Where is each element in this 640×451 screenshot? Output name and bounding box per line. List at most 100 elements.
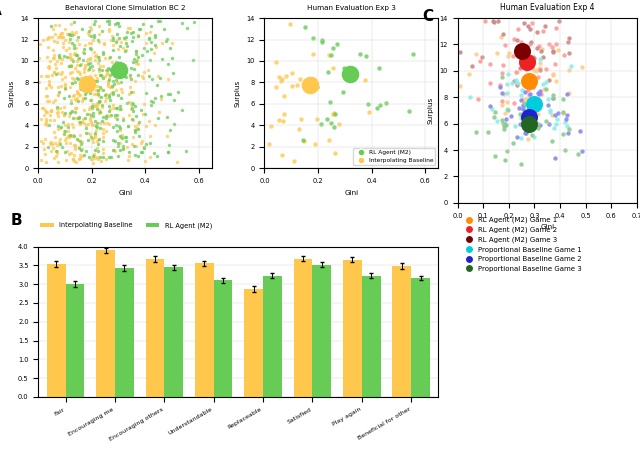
- Point: [276, 77, 286, 84]
- Point: [42, 92, 52, 99]
- Point: [145, 132, 156, 139]
- Point: [120, 36, 131, 43]
- Point: [169, 97, 179, 104]
- Point: [152, 17, 163, 24]
- Point: [92, 119, 102, 126]
- Point: [42, 122, 52, 129]
- Point: [125, 71, 136, 78]
- Point: [69, 51, 79, 58]
- Point: [78, 96, 88, 103]
- Bar: [392, 266, 412, 397]
- Point: [137, 72, 147, 79]
- Point: [92, 103, 102, 110]
- Point: [60, 82, 70, 89]
- Point: [85, 55, 95, 62]
- Point: [90, 77, 100, 84]
- Point: [130, 126, 140, 133]
- Point: [182, 24, 192, 32]
- Point: [75, 120, 85, 128]
- Point: [529, 133, 540, 141]
- Point: [86, 32, 97, 39]
- Point: [489, 114, 499, 121]
- Point: [79, 50, 89, 57]
- Point: [516, 104, 527, 111]
- Point: [155, 74, 165, 82]
- Point: [92, 82, 102, 89]
- Point: [108, 89, 118, 96]
- Point: [140, 157, 150, 165]
- Point: [537, 45, 547, 52]
- Point: [84, 130, 95, 138]
- Point: [60, 46, 70, 54]
- Point: [131, 48, 141, 55]
- Point: [529, 118, 540, 125]
- Bar: [145, 259, 164, 397]
- Point: [516, 55, 526, 62]
- Point: [90, 71, 100, 78]
- Point: [504, 49, 514, 56]
- Point: [72, 94, 82, 101]
- Point: [49, 133, 60, 141]
- Point: [60, 111, 70, 119]
- Point: [68, 155, 78, 162]
- Point: [522, 58, 532, 65]
- Point: [125, 73, 135, 80]
- Point: [94, 107, 104, 114]
- Point: [85, 115, 95, 122]
- Point: [45, 111, 56, 119]
- Point: [138, 143, 148, 151]
- Point: [56, 83, 67, 90]
- Point: [78, 56, 88, 63]
- Point: [145, 153, 156, 161]
- Point: [533, 110, 543, 118]
- Point: [553, 46, 563, 53]
- Point: [99, 51, 109, 58]
- Point: [524, 91, 534, 98]
- Point: [108, 46, 118, 54]
- Point: [65, 70, 76, 77]
- Point: [100, 92, 111, 99]
- Point: [535, 55, 545, 63]
- Point: [557, 95, 568, 102]
- Point: [64, 44, 74, 51]
- Point: [88, 102, 98, 110]
- Point: [67, 75, 77, 82]
- Point: [152, 152, 162, 159]
- Point: [93, 140, 103, 147]
- Point: [141, 90, 152, 97]
- Point: [70, 50, 81, 57]
- Point: [124, 98, 134, 105]
- Point: [106, 90, 116, 97]
- Point: [42, 54, 52, 61]
- Point: [111, 105, 121, 112]
- Point: [84, 153, 94, 160]
- Point: [104, 71, 115, 78]
- Point: [70, 104, 81, 111]
- Point: [518, 106, 528, 113]
- Point: [93, 53, 104, 60]
- Point: [157, 56, 168, 63]
- Point: [80, 63, 90, 70]
- Point: [116, 39, 127, 46]
- Point: [113, 19, 124, 27]
- Point: [106, 66, 116, 73]
- Point: [125, 25, 135, 32]
- Point: [94, 53, 104, 60]
- Point: [101, 115, 111, 122]
- Point: [102, 70, 113, 78]
- Point: [84, 72, 95, 79]
- Point: [67, 79, 77, 86]
- Point: [330, 149, 340, 156]
- Point: [93, 100, 103, 107]
- Point: [136, 139, 146, 147]
- Point: [139, 101, 149, 108]
- Point: [50, 60, 60, 68]
- Point: [278, 117, 288, 124]
- Bar: [343, 260, 362, 397]
- Point: [100, 54, 110, 61]
- Point: [540, 85, 550, 92]
- Point: [70, 142, 81, 149]
- Point: [143, 67, 153, 74]
- Point: [124, 153, 134, 160]
- Point: [77, 98, 87, 105]
